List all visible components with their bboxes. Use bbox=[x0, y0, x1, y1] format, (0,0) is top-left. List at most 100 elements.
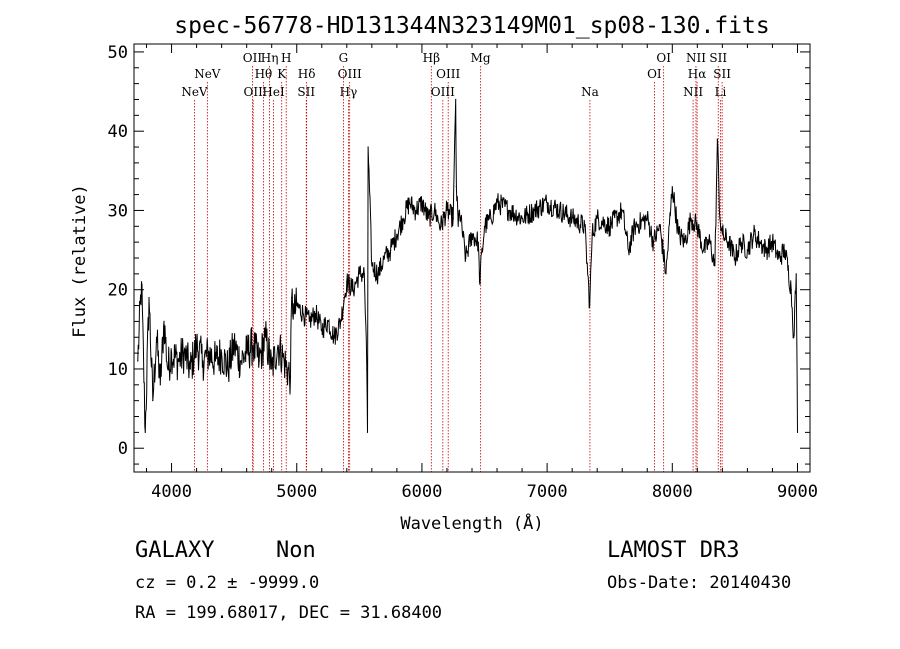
spectrum-point bbox=[408, 201, 411, 204]
spectrum-point bbox=[291, 297, 293, 299]
spectrum-point bbox=[371, 265, 373, 267]
spectrum-point bbox=[346, 281, 348, 283]
x-axis-label: Wavelength (Å) bbox=[400, 512, 543, 534]
spectrum-point bbox=[714, 265, 716, 267]
spectrum-point bbox=[321, 328, 323, 330]
spectrum-point bbox=[383, 257, 385, 259]
redshift-readout: cz = 0.2 ± -9999.0 bbox=[135, 573, 320, 593]
spectrum-point bbox=[746, 249, 749, 251]
spectrum-point bbox=[521, 217, 523, 219]
spectrum-point bbox=[271, 368, 273, 370]
spectrum-point bbox=[358, 273, 360, 275]
spectrum-point bbox=[627, 249, 630, 251]
spectrum-point bbox=[363, 273, 365, 275]
marker-label: OII bbox=[243, 51, 263, 65]
spectrum-point bbox=[559, 209, 561, 212]
spectrum-point bbox=[427, 217, 429, 219]
marker-label: Mg bbox=[471, 51, 491, 65]
spectrum-point bbox=[728, 241, 730, 243]
spectrum-point bbox=[455, 98, 457, 101]
spectrum-point bbox=[163, 320, 165, 323]
spectrum-point bbox=[596, 217, 598, 219]
marker-label: Hδ bbox=[298, 67, 316, 81]
spectrum-point bbox=[671, 186, 673, 188]
spectrum-point bbox=[227, 368, 229, 370]
spectrum-point bbox=[740, 241, 742, 243]
spectrum-point bbox=[167, 368, 169, 370]
spectrum-point bbox=[490, 217, 492, 219]
spectrum-point bbox=[759, 241, 761, 243]
spectrum-point bbox=[352, 289, 354, 291]
spectrum-point bbox=[258, 360, 260, 362]
spectrum-point bbox=[333, 336, 335, 338]
spectrum-point bbox=[264, 336, 267, 338]
spectrum-point bbox=[277, 344, 279, 346]
spectrum-point bbox=[765, 249, 767, 251]
marker-label: OIII bbox=[436, 67, 460, 81]
spectrum-point bbox=[440, 225, 442, 227]
spectrum-point bbox=[684, 241, 686, 243]
spectrum-point bbox=[721, 233, 723, 235]
spectrum-series bbox=[137, 98, 799, 433]
spectrum-point bbox=[652, 241, 655, 243]
survey-name: LAMOST DR3 bbox=[607, 538, 740, 563]
spectrum-point bbox=[621, 209, 623, 212]
spectrum-point bbox=[183, 352, 185, 354]
spectrum-point bbox=[415, 209, 417, 212]
object-class: GALAXY bbox=[135, 538, 215, 563]
spectrum-point bbox=[483, 225, 486, 227]
marker-label: OI bbox=[656, 51, 671, 65]
spectrum-line bbox=[137, 99, 798, 433]
spectrum-point bbox=[734, 257, 736, 259]
spectrum-point bbox=[377, 273, 379, 275]
spectrum-point bbox=[155, 336, 158, 338]
observation-date: Obs-Date: 20140430 bbox=[607, 573, 792, 593]
spectrum-point bbox=[609, 225, 611, 227]
spectrum-point bbox=[784, 249, 786, 251]
spectrum-point bbox=[533, 209, 536, 212]
spectrum-point bbox=[339, 320, 342, 323]
x-tick-label: 6000 bbox=[401, 482, 442, 502]
marker-label: NeV bbox=[181, 85, 208, 99]
spectrum-point bbox=[390, 249, 392, 251]
spectrum-point bbox=[214, 360, 216, 362]
spectrum-point bbox=[221, 352, 223, 354]
spectrum-point bbox=[170, 352, 173, 354]
spectrum-point bbox=[796, 431, 799, 433]
spectrum-point bbox=[366, 368, 368, 370]
marker-label: Hη bbox=[261, 51, 279, 65]
spectrum-point bbox=[177, 360, 179, 362]
spectrum-point bbox=[591, 233, 593, 235]
spectrum-point bbox=[302, 312, 304, 315]
spectrum-point bbox=[239, 360, 242, 362]
y-tick-label: 10 bbox=[108, 360, 128, 380]
spectrum-point bbox=[314, 312, 317, 315]
chart-title: spec-56778-HD131344N323149M01_sp08-130.f… bbox=[174, 13, 769, 39]
spectrum-point bbox=[283, 360, 285, 362]
spectrum-point bbox=[571, 217, 573, 219]
spectrum-point bbox=[327, 320, 329, 323]
spectrum-point bbox=[366, 431, 369, 433]
marker-label: OII bbox=[244, 85, 264, 99]
spectrum-point bbox=[433, 209, 436, 212]
spectrum-point bbox=[246, 352, 248, 354]
spectrum-point bbox=[396, 233, 398, 235]
spectrum-point bbox=[367, 146, 369, 148]
spectrum-point bbox=[477, 241, 479, 243]
spectrum-point bbox=[478, 281, 481, 283]
spectrum-point bbox=[778, 257, 780, 259]
spectrum-point bbox=[195, 344, 198, 346]
marker-label: H bbox=[281, 51, 291, 65]
x-tick-label: 9000 bbox=[777, 482, 818, 502]
marker-label: NII bbox=[686, 51, 706, 65]
spectrum-point bbox=[646, 217, 648, 219]
spectrum-point bbox=[793, 336, 795, 338]
spectrum-point bbox=[589, 304, 591, 307]
spectrum-point bbox=[790, 289, 792, 291]
spectrum-point bbox=[690, 217, 692, 219]
spectrum-point bbox=[508, 209, 511, 212]
marker-label: K bbox=[277, 67, 287, 81]
spectrum-point bbox=[252, 344, 254, 346]
spectrum-point bbox=[421, 201, 423, 204]
